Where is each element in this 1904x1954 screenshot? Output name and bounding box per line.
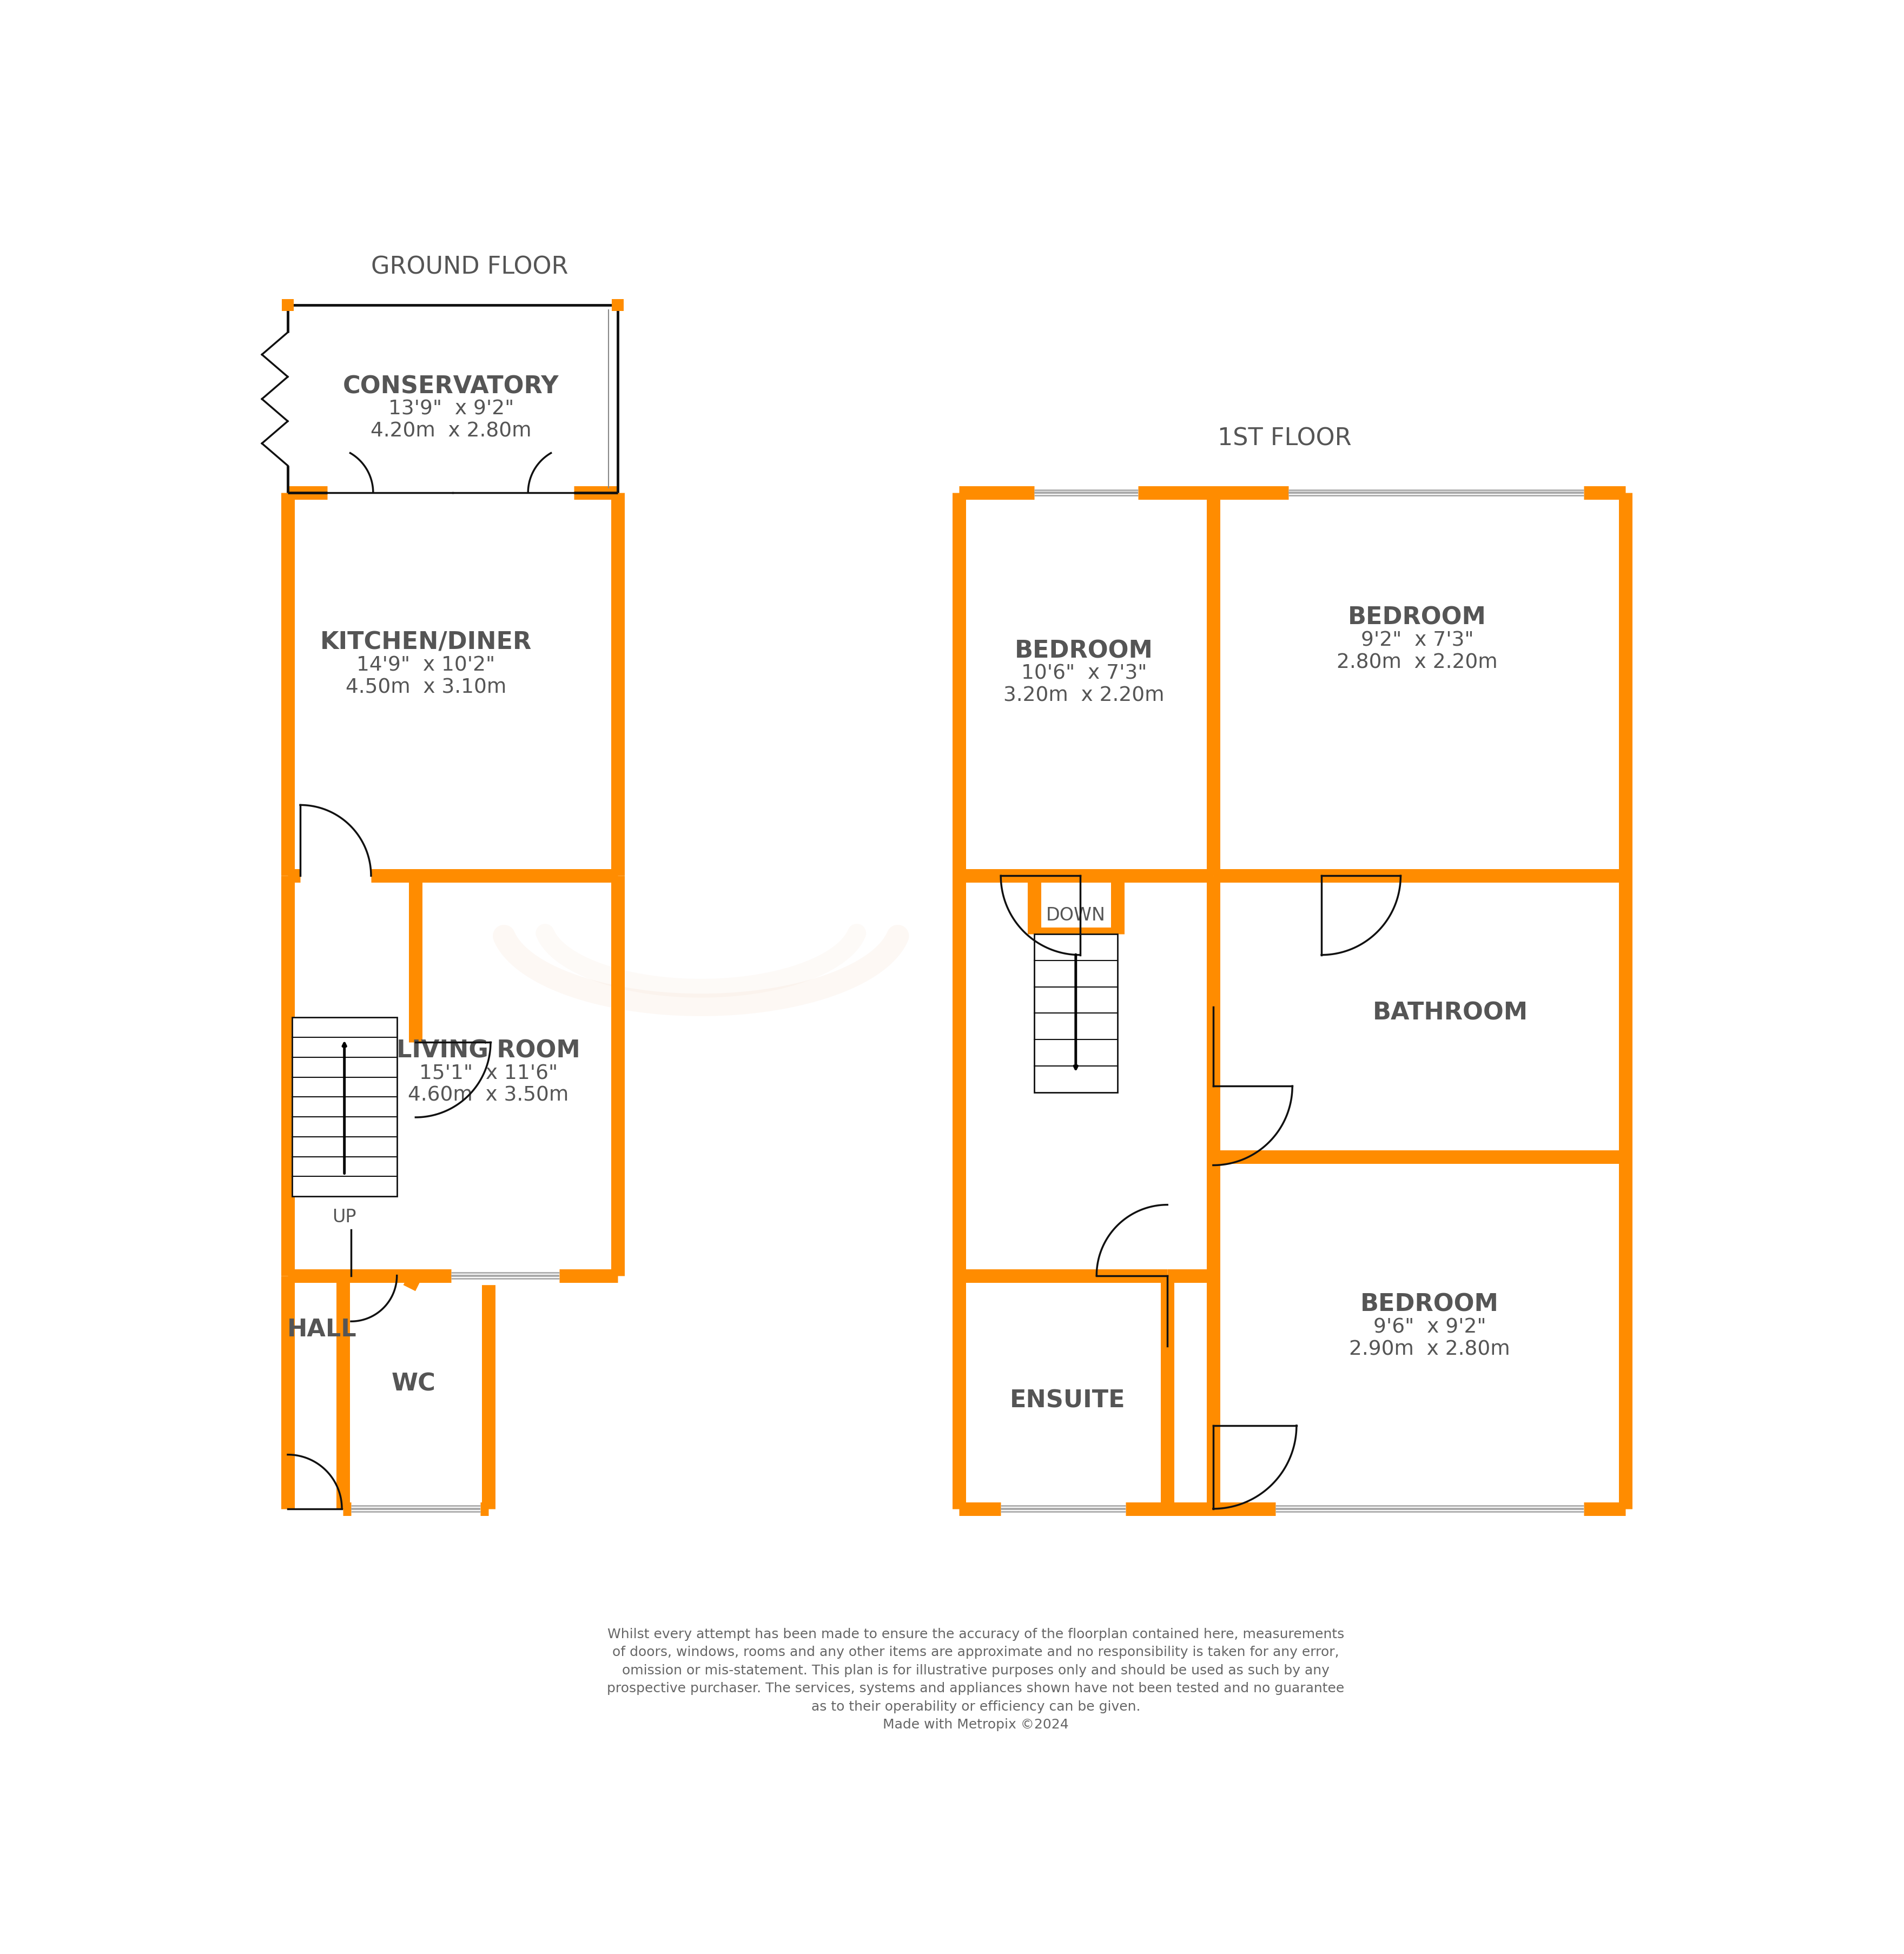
Text: GROUND FLOOR: GROUND FLOOR bbox=[371, 256, 567, 279]
Text: 1ST FLOOR: 1ST FLOOR bbox=[1217, 426, 1352, 449]
Text: 4.50m  x 3.10m: 4.50m x 3.10m bbox=[347, 678, 506, 698]
Text: CONSERVATORY: CONSERVATORY bbox=[343, 375, 560, 399]
Text: BATHROOM: BATHROOM bbox=[1373, 1002, 1529, 1024]
Text: BEDROOM: BEDROOM bbox=[1015, 639, 1154, 662]
Text: DOWN: DOWN bbox=[1045, 907, 1106, 924]
Text: BEDROOM: BEDROOM bbox=[1361, 1294, 1498, 1317]
Text: 2.90m  x 2.80m: 2.90m x 2.80m bbox=[1350, 1340, 1510, 1360]
Text: 15'1"  x 11'6": 15'1" x 11'6" bbox=[419, 1063, 558, 1083]
Text: 4.20m  x 2.80m: 4.20m x 2.80m bbox=[371, 422, 531, 442]
Text: LIVING ROOM: LIVING ROOM bbox=[396, 1040, 581, 1063]
Text: Whilst every attempt has been made to ensure the accuracy of the floorplan conta: Whilst every attempt has been made to en… bbox=[607, 1628, 1344, 1731]
Bar bbox=[1034, 934, 1118, 1092]
Text: ENSUITE: ENSUITE bbox=[1009, 1389, 1125, 1413]
Text: 14'9"  x 10'2": 14'9" x 10'2" bbox=[356, 657, 495, 676]
Text: UP: UP bbox=[333, 1208, 356, 1227]
Text: 10'6"  x 7'3": 10'6" x 7'3" bbox=[1021, 664, 1146, 684]
Text: 13'9"  x 9'2": 13'9" x 9'2" bbox=[388, 401, 514, 418]
Text: 4.60m  x 3.50m: 4.60m x 3.50m bbox=[407, 1086, 569, 1106]
Text: 9'6"  x 9'2": 9'6" x 9'2" bbox=[1373, 1317, 1487, 1337]
Text: 2.80m  x 2.20m: 2.80m x 2.20m bbox=[1337, 653, 1498, 672]
Text: KITCHEN/DINER: KITCHEN/DINER bbox=[320, 631, 531, 655]
Text: 9'2"  x 7'3": 9'2" x 7'3" bbox=[1361, 631, 1474, 651]
Bar bbox=[291, 1018, 396, 1196]
Text: 3.20m  x 2.20m: 3.20m x 2.20m bbox=[1003, 686, 1165, 705]
Text: WC: WC bbox=[392, 1372, 436, 1395]
Text: BEDROOM: BEDROOM bbox=[1348, 606, 1487, 629]
Text: HALL: HALL bbox=[288, 1319, 356, 1340]
